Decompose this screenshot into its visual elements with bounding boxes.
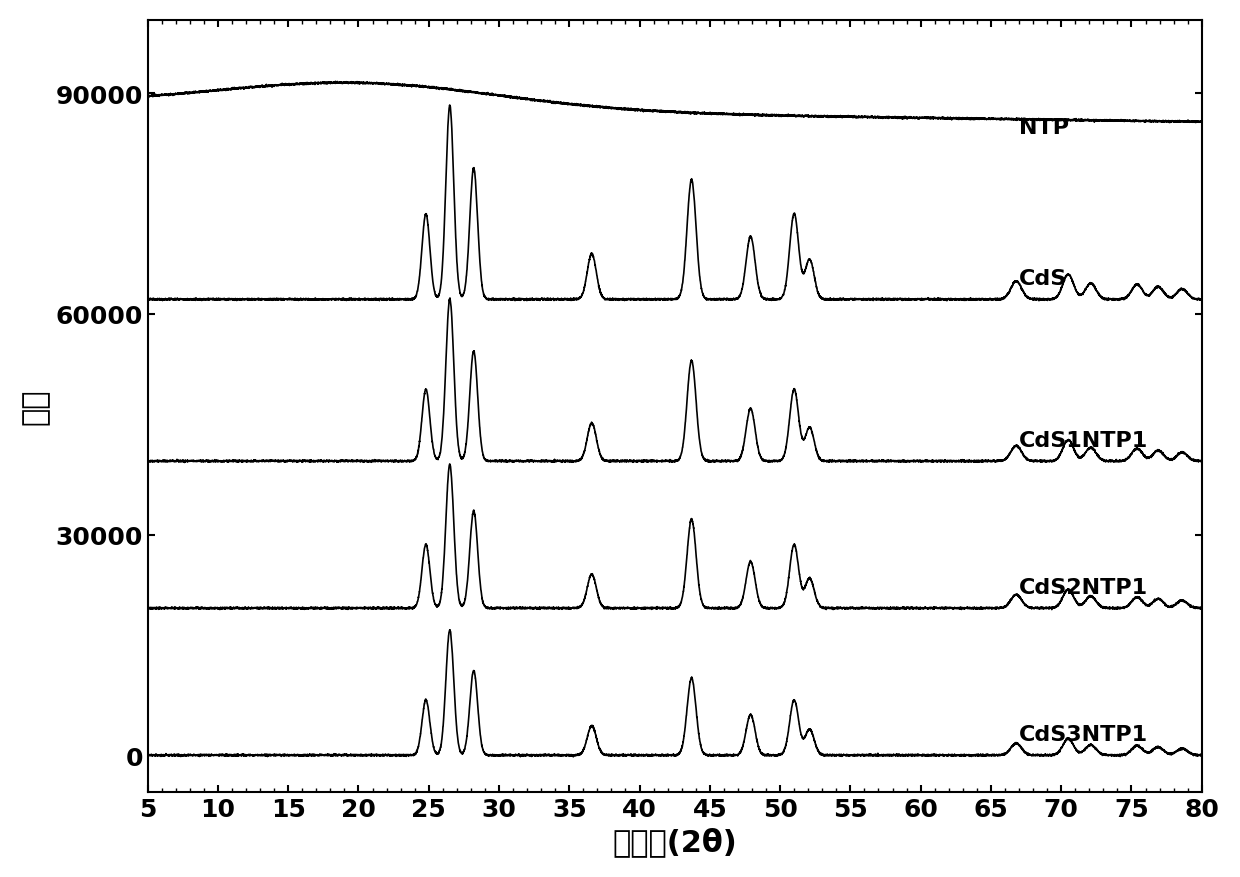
Text: CdS3NTP1: CdS3NTP1 <box>1019 724 1148 745</box>
Text: CdS2NTP1: CdS2NTP1 <box>1019 577 1148 597</box>
Text: NTP: NTP <box>1019 118 1069 139</box>
Text: CdS: CdS <box>1019 269 1068 289</box>
Text: CdS1NTP1: CdS1NTP1 <box>1019 431 1148 451</box>
Y-axis label: 强度: 强度 <box>21 389 50 424</box>
X-axis label: 衍射角(2θ): 衍射角(2θ) <box>613 826 737 856</box>
